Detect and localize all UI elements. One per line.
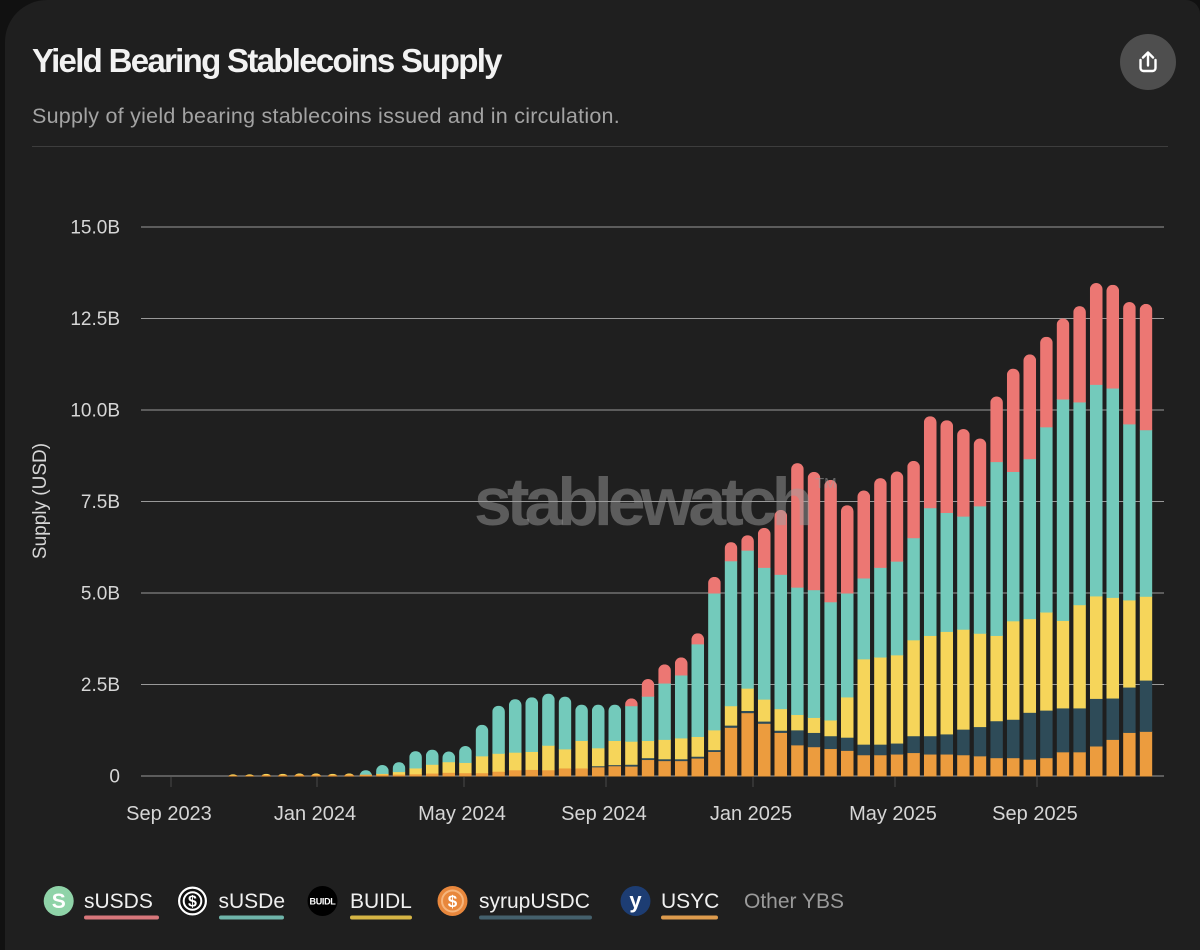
svg-text:May 2024: May 2024 <box>418 803 506 825</box>
svg-text:BUIDL: BUIDL <box>310 897 337 907</box>
svg-text:syrupUSDC: syrupUSDC <box>479 890 590 913</box>
svg-text:BUIDL: BUIDL <box>350 890 412 913</box>
svg-text:10.0B: 10.0B <box>70 401 120 422</box>
svg-text:5.0B: 5.0B <box>81 584 120 605</box>
svg-text:$: $ <box>188 894 197 911</box>
svg-text:15.0B: 15.0B <box>70 218 120 239</box>
svg-text:sUSDe: sUSDe <box>219 890 286 913</box>
svg-text:Jan 2025: Jan 2025 <box>710 803 792 825</box>
svg-text:$: $ <box>448 892 458 911</box>
svg-text:Jan 2024: Jan 2024 <box>274 803 356 825</box>
svg-text:12.5B: 12.5B <box>70 309 120 330</box>
svg-text:Other YBS: Other YBS <box>744 890 844 913</box>
svg-text:0: 0 <box>109 767 120 788</box>
svg-text:7.5B: 7.5B <box>81 492 120 513</box>
svg-text:May 2025: May 2025 <box>849 803 937 825</box>
svg-text:y: y <box>629 888 642 913</box>
svg-text:S: S <box>52 890 66 913</box>
svg-text:sUSDS: sUSDS <box>84 890 153 913</box>
svg-text:Sep 2023: Sep 2023 <box>126 803 212 825</box>
svg-text:Sep 2024: Sep 2024 <box>561 803 647 825</box>
svg-text:2.5B: 2.5B <box>81 675 120 696</box>
svg-text:Sep 2025: Sep 2025 <box>992 803 1078 825</box>
svg-text:Supply (USD): Supply (USD) <box>30 443 51 559</box>
svg-text:USYC: USYC <box>661 890 719 913</box>
